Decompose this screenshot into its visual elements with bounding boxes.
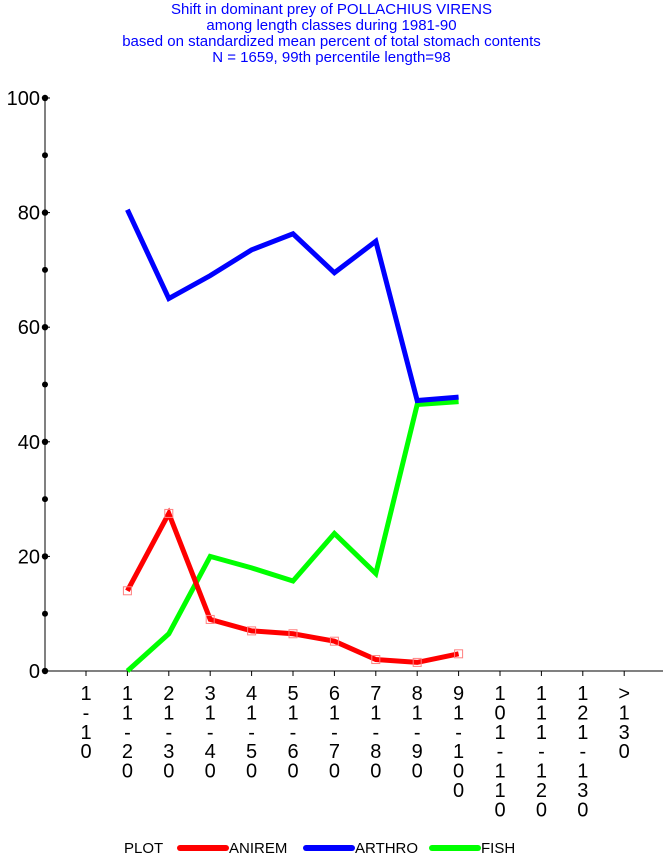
title-line: among length classes during 1981-90 [206,17,457,34]
y-minor-tick [42,610,48,617]
y-minor-tick [42,381,48,388]
y-tick-label: 0 [29,661,40,683]
y-tick-label: 40 [18,432,40,454]
x-tick-label: 7 1 -8 0 [370,683,381,783]
series-line-fish [125,399,459,673]
data-point-anirem [247,626,257,636]
title-line: based on standardized mean percent of to… [122,33,541,50]
data-point-anirem [412,657,422,667]
series-line-anirem [125,507,460,665]
x-tick-label: 4 1 -5 0 [246,683,257,783]
x-tick-label: 6 1 -7 0 [329,683,340,783]
data-point-anirem [454,649,464,659]
legend-label-fish: FISH [481,840,515,857]
data-point-anirem [371,655,381,665]
y-tick-mark [41,94,49,102]
series-line-arthro [125,208,459,404]
x-tick-label: 5 1 -6 0 [287,683,298,783]
y-tick-mark [41,438,49,445]
y-minor-tick [42,496,48,503]
title-line: Shift in dominant prey of POLLACHIUS VIR… [171,1,492,18]
x-tick-label: 1 0 1 -1 1 0 [494,683,505,821]
y-tick-mark [41,209,49,216]
x-tick-label: 9 1 -1 0 0 [453,683,464,802]
data-point-anirem [122,586,132,596]
x-tick-label: 1 -1 0 [80,683,91,763]
y-minor-tick [42,152,48,159]
series-lines [125,208,460,673]
legend-title: PLOT [124,840,163,857]
y-tick-mark [41,324,49,331]
data-point-anirem [329,636,339,646]
y-ticks: 0 20 40 60 80 100 [7,88,50,683]
y-tick-label: 80 [18,203,40,225]
legend-label-arthro: ARTHRO [355,840,418,857]
data-point-anirem [205,614,215,624]
x-tick-label: 8 1 -9 0 [412,683,423,783]
x-ticks: 1 -1 0 1 1 -2 0 2 1 -3 0 3 1 -4 0 4 1 -5 0 5 1 -6 0 6 1 -7 0 7 1 -8 0 8… [80,671,630,821]
x-tick-label: 2 1 -3 0 [163,683,174,783]
x-tick-label: >1 3 0 [618,683,630,763]
x-tick-label: 1 2 1 -1 3 0 [577,683,588,821]
data-point-anirem [288,629,298,639]
x-tick-label: 1 1 -2 0 [122,683,133,783]
legend-label-anirem: ANIREM [229,840,287,857]
axes [44,98,663,672]
y-tick-label: 20 [18,546,40,568]
x-tick-label: 3 1 -4 0 [205,683,216,783]
y-tick-mark [41,553,49,560]
chart-title: Shift in dominant prey of POLLACHIUS VIR… [0,2,663,66]
series-markers [122,508,464,667]
legend: PLOT ANIREM ARTHRO FISH [124,840,515,857]
data-point-anirem [164,508,174,518]
title-line: N = 1659, 99th percentile length=98 [212,49,451,66]
y-tick-label: 60 [18,317,40,339]
y-tick-mark [41,667,49,675]
y-tick-label: 100 [7,88,40,110]
y-minor-tick [42,266,48,273]
x-tick-label: 1 1 1 -1 2 0 [536,683,547,821]
